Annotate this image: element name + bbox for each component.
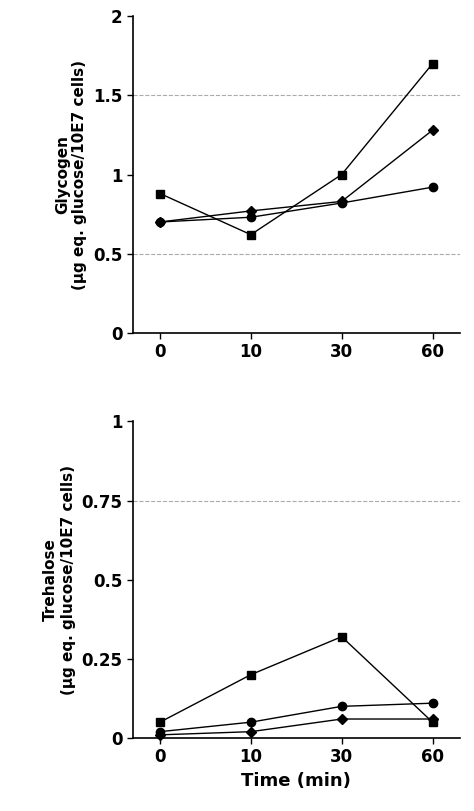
Y-axis label: Trehalose
(µg eq. glucose/10E7 cells): Trehalose (µg eq. glucose/10E7 cells) bbox=[43, 465, 76, 695]
Y-axis label: Glycogen
(µg eq. glucose/10E7 cells): Glycogen (µg eq. glucose/10E7 cells) bbox=[55, 59, 87, 290]
X-axis label: Time (min): Time (min) bbox=[241, 772, 351, 790]
